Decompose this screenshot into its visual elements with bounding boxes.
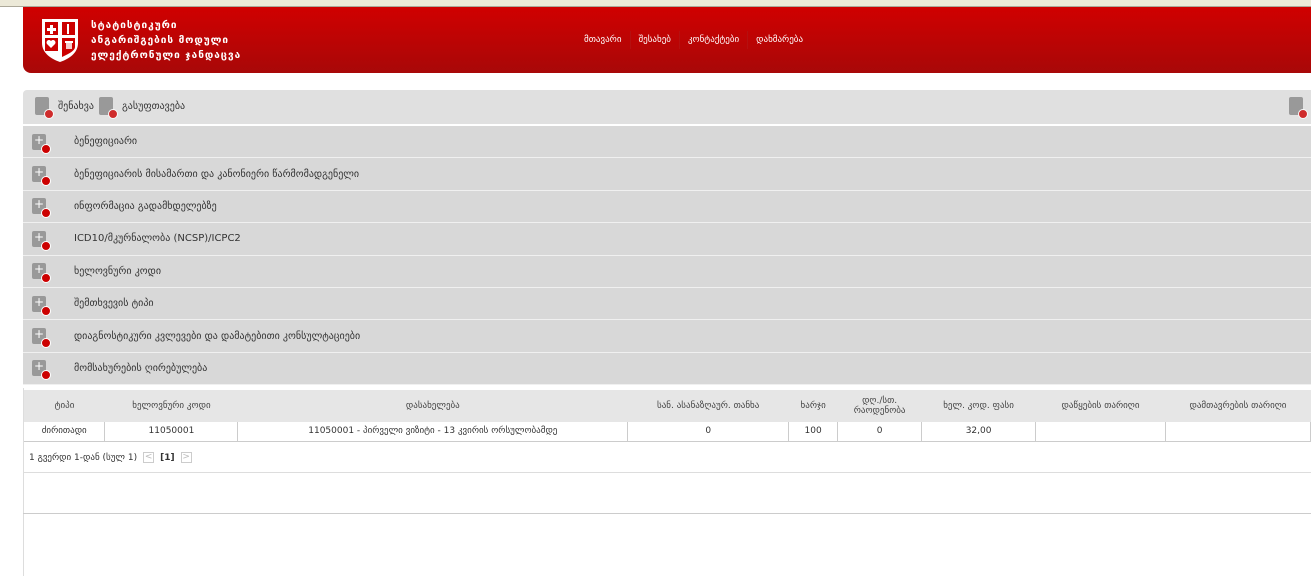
nav-home[interactable]: მთავარი: [576, 31, 631, 49]
table-cell: ძირითადი: [24, 422, 106, 442]
section-header[interactable]: + ინფორმაცია გადამხდელებზე: [23, 190, 1311, 224]
save-button[interactable]: შენახვა: [35, 97, 94, 119]
clear-label: გასუფთავება: [122, 100, 186, 112]
pager: 1 გვერდი 1-დან (სულ 1) < [1] >: [29, 452, 192, 463]
site-header: სტატისტიკური ანგარიშგების მოდული ელექტრო…: [23, 7, 1311, 73]
section-label: ბენეფიციარი: [74, 136, 138, 148]
expand-icon: +: [32, 263, 51, 284]
nav-help[interactable]: დახმარება: [756, 35, 804, 45]
sections-accordion: + ბენეფიციარი + ბენეფიციარის მისამართი და კ…: [23, 126, 1311, 386]
section-label: ხელოვნური კოდი: [74, 265, 162, 277]
main-nav: მთავარი შესახებ კონტაქტები დახმარება: [576, 31, 811, 49]
table-cell: [1165, 422, 1311, 442]
expand-icon: +: [32, 360, 51, 381]
section-header[interactable]: + ბენეფიციარის მისამართი და კანონიერი წარ…: [23, 158, 1311, 191]
table-cell: 0: [627, 422, 790, 442]
save-icon: [35, 97, 54, 119]
table-cell: 32,00: [921, 422, 1037, 442]
expand-icon: +: [32, 230, 51, 251]
section-label: ბენეფიციარის მისამართი და კანონიერი წარმ…: [74, 168, 360, 180]
section-header[interactable]: + ICD10/მკურნალობა (NCSP)/ICPC2: [23, 223, 1311, 256]
logo-shield-icon: [42, 19, 78, 62]
expand-icon: +: [32, 166, 51, 187]
section-header[interactable]: + ხელოვნური კოდი: [23, 255, 1311, 288]
section-label: დიაგნოსტიკური კვლევები და დამატებითი კონ…: [74, 330, 361, 342]
expand-icon: +: [32, 328, 51, 349]
clear-icon: [99, 97, 118, 119]
column-header[interactable]: ხარჯი: [788, 390, 838, 422]
column-header[interactable]: დამთავრების თარიღი: [1165, 390, 1311, 422]
column-header[interactable]: ტიპი: [24, 390, 105, 422]
column-header[interactable]: დაწყების თარიღი: [1035, 390, 1166, 422]
column-header[interactable]: სან. ასანაზღაურ. თანხა: [627, 390, 789, 422]
table-cell: [1035, 422, 1166, 442]
column-header[interactable]: ხელ. კოდ. ფასი: [921, 390, 1036, 422]
table-row[interactable]: ძირითადი 11050001 11050001 - პირველი ვიზიტ…: [24, 422, 1311, 442]
toolbar: შენახვა გასუფთავება: [23, 90, 1311, 125]
column-header[interactable]: ხელოვნური კოდი: [104, 390, 238, 422]
add-document-button[interactable]: [1289, 97, 1308, 119]
nav-contacts[interactable]: კონტაქტები: [680, 31, 749, 49]
title-line: ანგარიშგების მოდული: [91, 35, 230, 46]
section-label: ICD10/მკურნალობა (NCSP)/ICPC2: [74, 233, 241, 245]
table-cell: 0: [837, 422, 923, 442]
section-label: შემთხვევის ტიპი: [74, 298, 154, 310]
next-page-button[interactable]: >: [180, 452, 192, 463]
divider: [23, 388, 24, 576]
section-label: მომსახურების ღირებულება: [74, 362, 208, 374]
title-line: ელექტრონული ჯანდაცვა: [91, 50, 242, 61]
column-header[interactable]: დღ./სთ. რაოდენობა: [837, 390, 922, 422]
section-header[interactable]: + შემთხვევის ტიპი: [23, 287, 1311, 321]
section-header[interactable]: + ბენეფიციარი: [23, 126, 1311, 159]
table-cell: 100: [788, 422, 839, 442]
pager-summary: 1 გვერდი 1-დან (სულ 1): [29, 452, 138, 463]
browser-chrome: [0, 0, 1311, 7]
expand-icon: +: [32, 295, 51, 316]
title-line: სტატისტიკური: [91, 20, 178, 31]
services-table: ტიპი ხელოვნური კოდი დასახელება სან. ასანაზღ…: [24, 390, 1311, 442]
column-header[interactable]: დასახელება: [237, 390, 628, 422]
expand-icon: +: [32, 198, 51, 219]
prev-page-button[interactable]: <: [143, 452, 155, 463]
empty-area: [23, 472, 1311, 514]
table-cell: 11050001 - პირველი ვიზიტი - 13 კვირის ორ…: [237, 422, 629, 442]
current-page[interactable]: [1]: [160, 452, 175, 463]
table-cell: 11050001: [104, 422, 239, 442]
section-header[interactable]: + მომსახურების ღირებულება: [23, 352, 1311, 386]
save-label: შენახვა: [58, 100, 94, 112]
nav-about[interactable]: შესახებ: [631, 31, 680, 49]
section-label: ინფორმაცია გადამხდელებზე: [74, 200, 217, 212]
add-document-icon: [1289, 97, 1308, 119]
clear-button[interactable]: გასუფთავება: [99, 97, 186, 119]
section-header[interactable]: + დიაგნოსტიკური კვლევები და დამატებითი კო…: [23, 320, 1311, 353]
expand-icon: +: [32, 133, 51, 154]
